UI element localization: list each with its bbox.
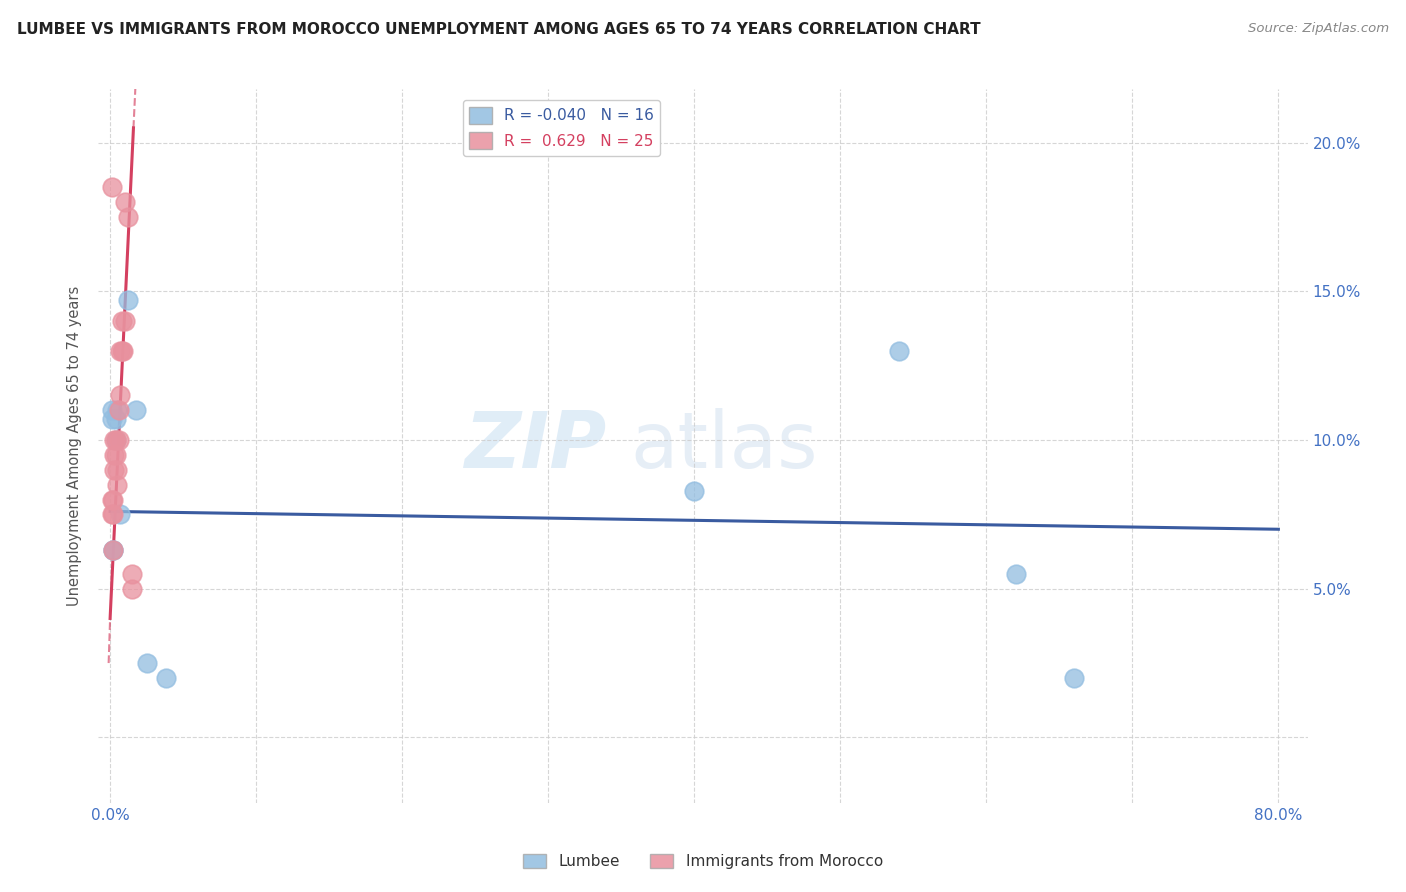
Point — [117, 210, 139, 224]
Point — [104, 433, 127, 447]
Point — [100, 492, 122, 507]
Point — [110, 388, 132, 402]
Point — [111, 343, 134, 358]
Point — [114, 314, 136, 328]
Point — [103, 463, 125, 477]
Point — [100, 180, 122, 194]
Point — [101, 508, 124, 522]
Point — [107, 403, 129, 417]
Point — [103, 433, 125, 447]
Point — [101, 543, 124, 558]
Point — [125, 403, 148, 417]
Point — [107, 463, 129, 477]
Point — [1004, 566, 1026, 581]
Text: Source: ZipAtlas.com: Source: ZipAtlas.com — [1249, 22, 1389, 36]
Point — [100, 508, 122, 522]
Point — [114, 195, 136, 210]
Text: LUMBEE VS IMMIGRANTS FROM MOROCCO UNEMPLOYMENT AMONG AGES 65 TO 74 YEARS CORRELA: LUMBEE VS IMMIGRANTS FROM MOROCCO UNEMPL… — [17, 22, 980, 37]
Point — [101, 543, 124, 558]
Legend: Lumbee, Immigrants from Morocco: Lumbee, Immigrants from Morocco — [517, 848, 889, 875]
Point — [110, 343, 132, 358]
Point — [100, 403, 122, 417]
Point — [155, 671, 177, 685]
Text: ZIP: ZIP — [464, 408, 606, 484]
Point — [101, 492, 124, 507]
Point — [121, 582, 143, 596]
Point — [101, 543, 124, 558]
Point — [112, 343, 135, 358]
Point — [107, 477, 129, 491]
Point — [887, 343, 910, 358]
Point — [103, 448, 125, 462]
Point — [117, 293, 139, 308]
Point — [135, 656, 157, 670]
Point — [104, 412, 127, 426]
Point — [100, 412, 122, 426]
Point — [110, 508, 132, 522]
Point — [121, 566, 143, 581]
Point — [108, 403, 131, 417]
Y-axis label: Unemployment Among Ages 65 to 74 years: Unemployment Among Ages 65 to 74 years — [67, 285, 83, 607]
Point — [1063, 671, 1085, 685]
Point — [104, 448, 127, 462]
Point — [108, 433, 131, 447]
Text: atlas: atlas — [630, 408, 818, 484]
Point — [111, 314, 134, 328]
Legend: R = -0.040   N = 16, R =  0.629   N = 25: R = -0.040 N = 16, R = 0.629 N = 25 — [463, 101, 659, 155]
Point — [683, 483, 706, 498]
Point — [104, 433, 127, 447]
